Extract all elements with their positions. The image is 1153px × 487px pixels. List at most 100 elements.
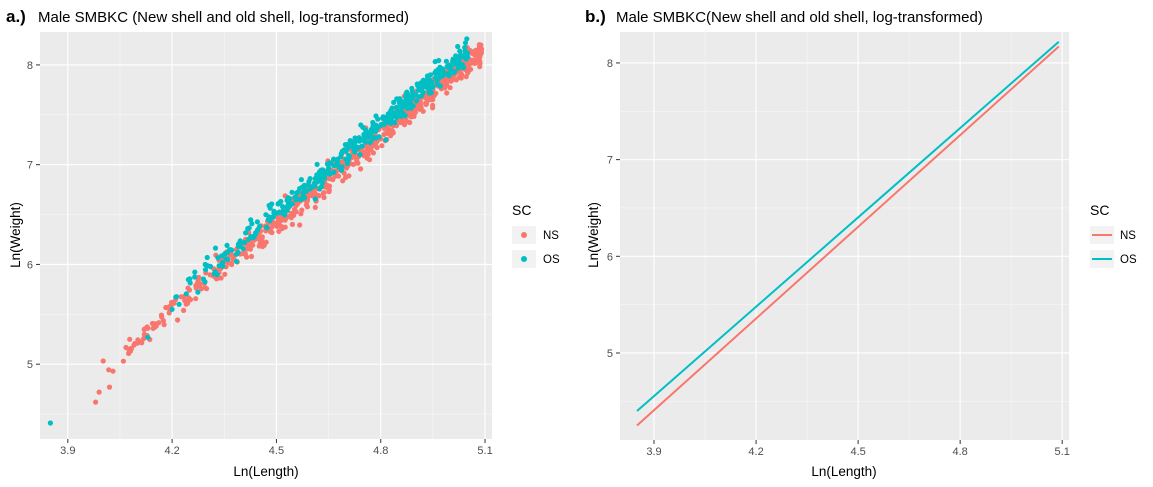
data-point-ns	[197, 281, 203, 287]
data-point-os	[378, 121, 384, 128]
data-point-os	[398, 113, 404, 119]
data-point-ns	[326, 187, 332, 193]
data-point-os	[317, 175, 324, 181]
y-tick-label: 6	[607, 251, 613, 263]
x-tick-label: 3.9	[60, 445, 75, 457]
panel-b-plot-background	[620, 32, 1069, 440]
data-point-os	[434, 76, 440, 82]
data-point-ns	[245, 246, 251, 252]
data-point-ns	[466, 62, 472, 68]
data-point-os	[327, 171, 333, 177]
data-point-ns	[106, 384, 113, 390]
data-point-ns	[358, 166, 364, 172]
data-point-os	[234, 258, 240, 265]
data-point-os	[367, 130, 373, 136]
data-point-os	[394, 109, 401, 115]
y-tick-label: 7	[607, 155, 613, 167]
data-point-os	[447, 62, 453, 68]
data-point-ns	[422, 100, 429, 107]
data-point-os	[174, 294, 180, 300]
data-point-os	[420, 89, 426, 95]
data-point-os	[358, 122, 364, 128]
panel-b: b.) Male SMBKC(New shell and old shell, …	[585, 7, 1137, 479]
data-point-ns	[370, 150, 376, 156]
data-point-ns	[456, 74, 462, 80]
panel-b-lines	[636, 40, 1060, 427]
data-point-os	[314, 161, 320, 167]
data-point-os	[294, 196, 300, 202]
data-point-os	[362, 139, 369, 145]
data-point-os	[204, 254, 210, 261]
panel-b-legend-label-os: OS	[1120, 254, 1137, 266]
data-point-ns	[213, 276, 220, 282]
data-point-os	[216, 263, 222, 269]
data-point-os	[396, 100, 402, 106]
data-point-os	[254, 219, 260, 225]
data-point-ns	[257, 240, 263, 247]
data-point-os	[235, 249, 241, 255]
data-point-os	[176, 301, 182, 307]
data-point-os	[432, 59, 438, 65]
data-point-ns	[355, 160, 361, 166]
panel-b-title: Male SMBKC(New shell and old shell, log-…	[616, 9, 983, 26]
data-point-ns	[343, 174, 349, 181]
data-point-os	[263, 224, 269, 230]
data-point-os	[202, 267, 209, 273]
data-point-ns	[242, 251, 248, 257]
y-tick-label: 6	[27, 259, 33, 271]
data-point-os	[185, 277, 191, 283]
data-point-os	[327, 160, 333, 166]
data-point-os	[302, 195, 308, 201]
legend-point-ns	[521, 232, 527, 238]
data-point-os	[357, 136, 363, 142]
data-point-os	[376, 134, 382, 140]
data-point-os	[435, 81, 441, 87]
data-point-os	[248, 217, 254, 223]
data-point-os	[306, 179, 312, 185]
data-point-os	[192, 269, 198, 275]
data-point-os	[307, 186, 313, 192]
panel-a-title: Male SMBKC (New shell and old shell, log…	[38, 9, 409, 26]
data-point-os	[338, 150, 345, 156]
data-point-ns	[193, 285, 199, 291]
data-point-ns	[282, 217, 288, 223]
data-point-os	[202, 279, 208, 285]
panel-a-gridlines	[40, 32, 492, 439]
panel-a-tag: a.)	[6, 7, 26, 26]
data-point-os	[388, 116, 394, 122]
data-point-ns	[474, 52, 480, 58]
panel-b-legend: SC NS OS	[1090, 202, 1137, 268]
data-point-ns	[478, 50, 484, 56]
y-tick-label: 8	[607, 58, 613, 70]
data-point-os	[392, 120, 398, 126]
data-point-os	[207, 263, 213, 269]
data-point-os	[374, 125, 380, 131]
data-point-ns	[204, 286, 210, 292]
data-point-os	[464, 36, 470, 42]
data-point-os	[237, 238, 243, 244]
data-point-os	[243, 230, 249, 236]
data-point-os	[322, 175, 328, 181]
panel-a-points	[47, 36, 485, 426]
panel-a-x-axis-label: Ln(Length)	[233, 464, 298, 479]
data-point-os	[443, 58, 449, 64]
data-point-ns	[259, 234, 265, 240]
data-point-ns	[411, 113, 417, 119]
y-tick-label: 5	[27, 359, 33, 371]
data-point-os	[367, 139, 373, 146]
x-tick-label: 4.2	[164, 445, 179, 457]
panel-a-y-axis-label: Ln(Weight)	[8, 202, 23, 268]
data-point-os	[355, 145, 361, 151]
data-point-os	[219, 253, 225, 259]
data-point-os	[424, 73, 431, 79]
data-point-os	[410, 103, 416, 109]
data-point-ns	[428, 95, 434, 101]
data-point-os	[458, 64, 464, 70]
data-point-ns	[156, 320, 162, 326]
data-point-ns	[365, 151, 371, 157]
data-point-os	[455, 43, 461, 50]
data-point-os	[405, 104, 411, 110]
data-point-ns	[127, 336, 133, 342]
data-point-ns	[384, 127, 390, 133]
data-point-os	[312, 183, 318, 189]
